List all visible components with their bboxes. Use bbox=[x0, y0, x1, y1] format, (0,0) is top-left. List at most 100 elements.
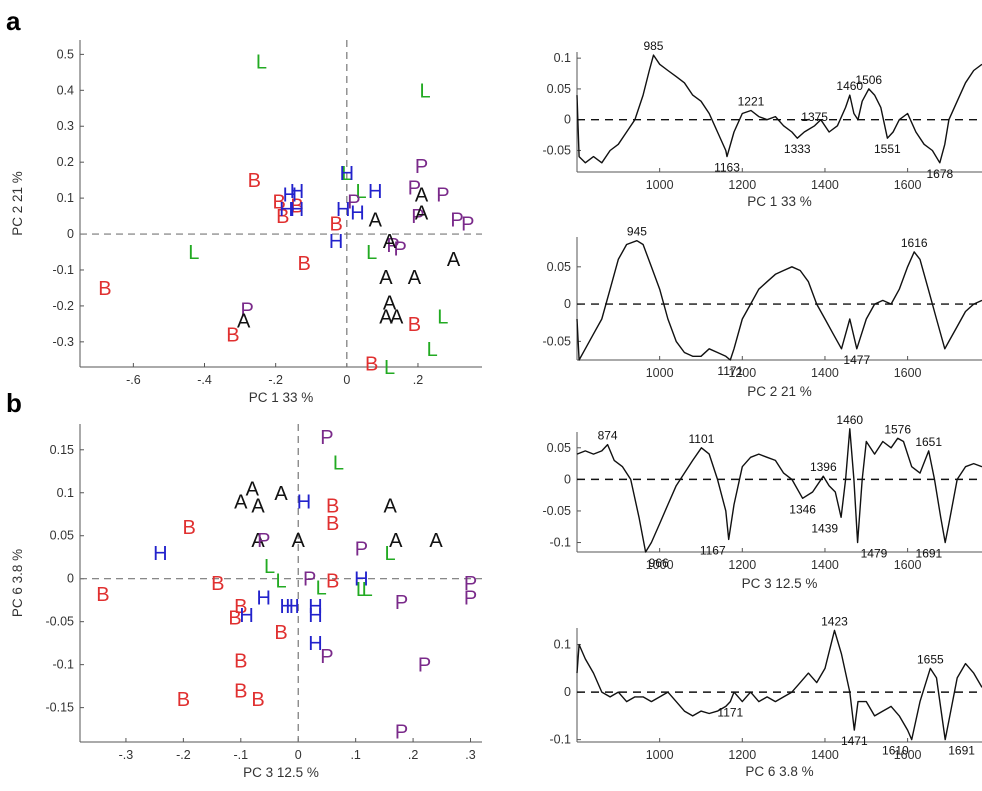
scatter-point-p: P bbox=[320, 646, 333, 668]
y-tick-label: 0.05 bbox=[547, 82, 571, 96]
x-tick-label: 1000 bbox=[646, 558, 674, 572]
scatter-point-p: P bbox=[464, 588, 477, 610]
peak-annotation: 1678 bbox=[926, 167, 953, 181]
y-tick-label: -0.05 bbox=[543, 143, 572, 157]
y-axis-label: PC 2 21 % bbox=[10, 171, 25, 236]
y-tick-label: 0.05 bbox=[547, 441, 571, 455]
scatter-point-l: L bbox=[264, 556, 275, 578]
peak-annotation: 1396 bbox=[810, 460, 837, 474]
peak-annotation: 1460 bbox=[836, 413, 863, 427]
peak-annotation: 1333 bbox=[784, 142, 811, 156]
scatter-point-b: B bbox=[211, 573, 224, 595]
x-tick-label: 1600 bbox=[894, 558, 922, 572]
x-tick-label: 1600 bbox=[894, 178, 922, 192]
x-axis-label: PC 1 33 % bbox=[249, 390, 314, 405]
y-tick-label: -0.1 bbox=[549, 536, 571, 550]
x-tick-label: 1400 bbox=[811, 558, 839, 572]
loading-plot-pc1: 1000 1200 1400 1600 -0.05 0 0.05 0.1 PC 1 33 % 98… bbox=[543, 39, 982, 209]
scatter-point-l: L bbox=[341, 163, 352, 185]
scatter-point-a: A bbox=[251, 530, 265, 552]
peak-annotation: 1691 bbox=[948, 744, 975, 758]
scatter-point-l: L bbox=[256, 52, 267, 74]
scatter-point-h: H bbox=[354, 569, 368, 591]
scatter-point-h: H bbox=[280, 596, 294, 618]
scatter-point-l: L bbox=[437, 307, 448, 329]
scatter-point-a: A bbox=[274, 483, 288, 505]
scatter-point-a: A bbox=[389, 530, 403, 552]
y-tick-label: -0.1 bbox=[52, 658, 74, 672]
y-tick-label: -0.15 bbox=[46, 701, 75, 715]
panel-label-b: b bbox=[6, 388, 22, 418]
y-tick-label: 0.4 bbox=[57, 83, 74, 97]
loading-plot-pc3: 1000 1200 1400 1600 -0.1 -0.05 0 0.05 PC 3 12.5 … bbox=[543, 413, 982, 591]
loading-series-line bbox=[576, 629, 982, 741]
x-tick-label: 1000 bbox=[646, 178, 674, 192]
scatter-point-p: P bbox=[395, 722, 408, 744]
scatter-point-b: B bbox=[234, 680, 247, 702]
peak-annotation: 945 bbox=[627, 225, 647, 239]
y-tick-label: 0 bbox=[564, 685, 571, 699]
peak-annotation: 1576 bbox=[884, 422, 911, 436]
scatter-point-l: L bbox=[366, 242, 377, 264]
scatter-point-a: A bbox=[292, 530, 306, 552]
y-tick-label: 0 bbox=[564, 113, 571, 127]
y-tick-label: -0.05 bbox=[543, 334, 572, 348]
scatter-point-b: B bbox=[297, 253, 310, 275]
scatter-point-a: A bbox=[251, 496, 265, 518]
peak-annotation: 1460 bbox=[836, 79, 863, 93]
peak-annotation: 1655 bbox=[917, 652, 944, 666]
x-tick-label: 0 bbox=[343, 373, 350, 387]
peak-annotation: 985 bbox=[643, 39, 663, 53]
x-tick-label: -.3 bbox=[119, 748, 134, 762]
scatter-point-a: A bbox=[383, 496, 397, 518]
peak-annotation: 1471 bbox=[841, 734, 868, 748]
peak-annotation: 1610 bbox=[882, 744, 909, 758]
x-axis-label: PC 1 33 % bbox=[747, 194, 812, 209]
scatter-point-b: B bbox=[182, 517, 195, 539]
scatter-point-h: H bbox=[239, 605, 253, 627]
y-axis-label: PC 6 3.8 % bbox=[10, 549, 25, 617]
y-tick-label: -0.1 bbox=[549, 733, 571, 747]
scatter-point-p: P bbox=[450, 210, 463, 232]
scatter-point-b: B bbox=[326, 513, 339, 535]
loading-plot-pc2: 1000 1200 1400 1600 -0.05 0 0.05 PC 2 21 % 945 16… bbox=[543, 225, 982, 399]
y-tick-label: 0.1 bbox=[554, 51, 571, 65]
x-tick-label: 1200 bbox=[728, 748, 756, 762]
x-tick-label: .3 bbox=[465, 748, 475, 762]
loading-series-line bbox=[576, 54, 982, 164]
scatter-point-b: B bbox=[177, 689, 190, 711]
y-tick-label: 0.1 bbox=[57, 486, 74, 500]
y-tick-label: 0 bbox=[564, 472, 571, 486]
y-tick-label: -0.05 bbox=[543, 504, 572, 518]
x-tick-label: 1400 bbox=[811, 178, 839, 192]
scatter-point-p: P bbox=[355, 539, 368, 561]
x-tick-label: 1400 bbox=[811, 366, 839, 380]
scatter-point-h: H bbox=[257, 588, 271, 610]
peak-annotation: 1167 bbox=[700, 543, 726, 557]
scatter-point-h: H bbox=[350, 202, 364, 224]
x-tick-label: -.1 bbox=[234, 748, 249, 762]
scatter-point-a: A bbox=[390, 307, 404, 329]
x-tick-label: .1 bbox=[350, 748, 360, 762]
scatter-pc1-pc2: -.6 -.4 -.2 0.2-0.3-0.2-0.100.10.20.30.40.5… bbox=[10, 40, 482, 405]
peak-annotation: 1616 bbox=[901, 236, 928, 250]
scatter-point-p: P bbox=[408, 177, 421, 199]
loading-series-line bbox=[576, 428, 982, 553]
scatter-point-h: H bbox=[279, 199, 293, 221]
y-tick-label: 0.15 bbox=[50, 443, 74, 457]
scatter-point-l: L bbox=[362, 579, 373, 601]
scatter-point-b: B bbox=[274, 622, 287, 644]
y-tick-label: 0 bbox=[564, 297, 571, 311]
panel-label-a: a bbox=[6, 6, 21, 36]
peak-annotation: 874 bbox=[598, 429, 618, 443]
scatter-point-l: L bbox=[420, 80, 431, 102]
y-tick-label: 0.2 bbox=[57, 155, 74, 169]
scatter-point-p: P bbox=[415, 156, 428, 178]
x-tick-label: -.2 bbox=[176, 748, 191, 762]
scatter-point-h: H bbox=[329, 231, 343, 253]
x-axis-label: PC 2 21 % bbox=[747, 384, 812, 399]
y-tick-label: -0.1 bbox=[52, 263, 74, 277]
scatter-point-a: A bbox=[379, 267, 393, 289]
scatter-point-b: B bbox=[365, 353, 378, 375]
scatter-point-b: B bbox=[98, 278, 111, 300]
